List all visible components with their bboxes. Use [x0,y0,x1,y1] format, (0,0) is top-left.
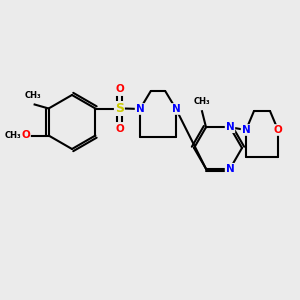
Text: O: O [274,125,282,135]
Text: N: N [172,104,180,114]
Text: O: O [21,130,30,140]
Text: N: N [242,125,250,135]
Text: S: S [115,102,124,115]
Text: N: N [226,122,234,132]
Text: N: N [136,104,144,114]
Text: N: N [226,164,234,174]
Text: O: O [115,83,124,94]
Text: CH₃: CH₃ [194,97,210,106]
Text: CH₃: CH₃ [4,131,21,140]
Text: CH₃: CH₃ [24,91,41,100]
Text: O: O [115,124,124,134]
